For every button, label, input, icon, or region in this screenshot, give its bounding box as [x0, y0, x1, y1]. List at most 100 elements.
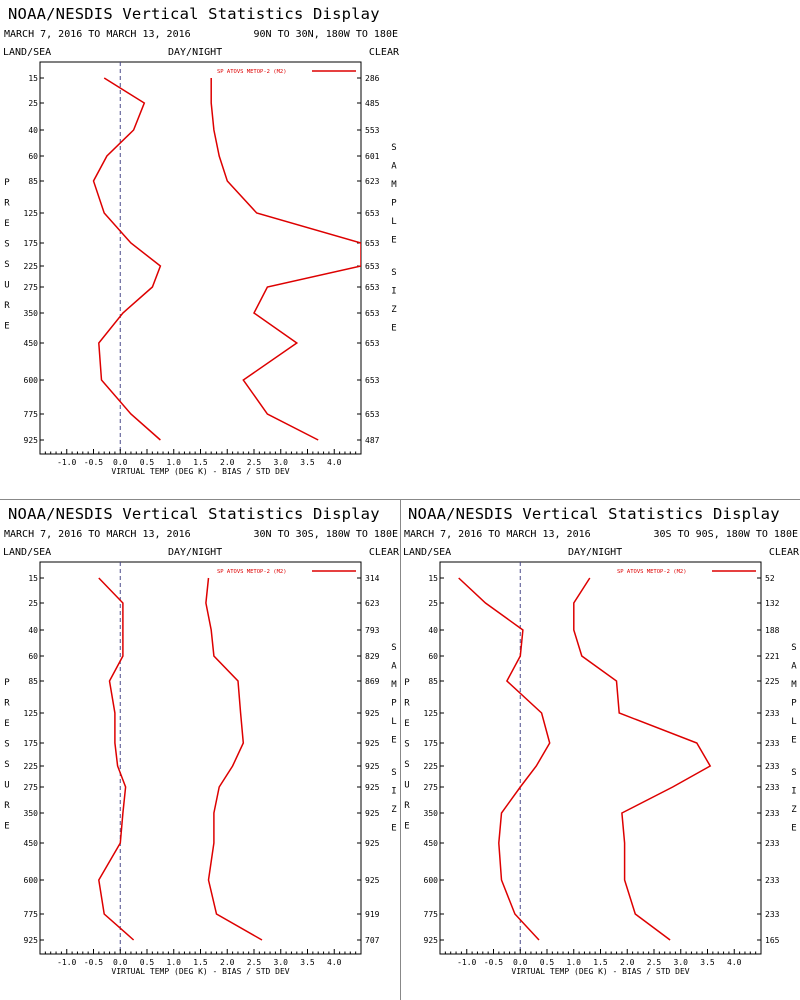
pressure-axis-letter: E	[4, 719, 9, 729]
pressure-axis-letter: R	[4, 699, 10, 709]
sample-size-label: 233	[765, 709, 780, 718]
x-tick-label: 3.5	[300, 958, 315, 967]
pressure-axis-letter: U	[4, 281, 9, 291]
bias-series-line	[92, 77, 162, 441]
x-tick-label: 1.5	[193, 458, 208, 467]
sample-axis-letter: M	[791, 680, 797, 690]
x-tick-label: 4.0	[327, 458, 342, 467]
x-tick-label: 0.5	[140, 958, 155, 967]
pressure-axis-letter: S	[404, 760, 409, 770]
sample-axis-letter: A	[791, 662, 797, 672]
size-axis-letter: S	[391, 768, 396, 778]
pressure-level-label: 350	[24, 809, 39, 818]
sample-size-label: 286	[365, 74, 380, 83]
pressure-level-label: 25	[28, 599, 38, 608]
pressure-axis-letter: P	[4, 678, 10, 688]
sample-axis-letter: P	[391, 699, 397, 709]
pressure-level-label: 40	[428, 626, 438, 635]
pressure-axis-letter: E	[404, 719, 409, 729]
bias-series-line	[458, 577, 551, 941]
x-tick-label: 0.5	[140, 458, 155, 467]
pressure-level-label: 175	[24, 239, 39, 248]
sample-size-label: 653	[365, 262, 380, 271]
sample-size-label: 707	[365, 936, 380, 945]
pressure-level-label: 15	[428, 574, 438, 583]
pressure-level-label: 125	[424, 709, 439, 718]
x-axis-label: VIRTUAL TEMP (DEG K) - BIAS / STD DEV	[111, 467, 289, 476]
pressure-level-label: 85	[28, 177, 38, 186]
sample-axis-letter: P	[791, 699, 797, 709]
pressure-level-label: 350	[24, 309, 39, 318]
pressure-axis-letter: E	[4, 219, 9, 229]
x-tick-label: 0.5	[540, 958, 555, 967]
sample-size-label: 132	[765, 599, 780, 608]
panel-separator-vertical	[400, 500, 401, 1000]
size-axis-letter: I	[791, 787, 796, 797]
profile-chart: -1.0 -0.5 0.0 0.5 1.0 1.5 2.0 2.5 3.0 3.5 4.0 VIRTU…	[4, 61, 397, 476]
pressure-axis-letter: S	[4, 240, 9, 250]
day-night-label: DAY/NIGHT	[568, 547, 623, 558]
pressure-axis-letter: P	[404, 678, 410, 688]
pressure-axis-letter: R	[4, 301, 10, 311]
x-tick-label: -0.5	[84, 958, 103, 967]
pressure-level-label: 60	[28, 152, 38, 161]
sample-size-label: 233	[765, 783, 780, 792]
pressure-axis-letter: R	[404, 801, 410, 811]
size-axis-letter: E	[391, 824, 396, 834]
sample-axis-letter: M	[391, 180, 397, 190]
clear-label: CLEAR	[768, 547, 799, 558]
sample-size-label: 919	[365, 910, 380, 919]
sample-axis-letter: L	[391, 217, 396, 227]
sample-size-label: 487	[365, 436, 380, 445]
sample-size-label: 225	[765, 677, 780, 686]
x-tick-label: 2.0	[220, 958, 235, 967]
pressure-level-label: 275	[24, 783, 39, 792]
sample-size-label: 653	[365, 410, 380, 419]
sample-size-label: 653	[365, 339, 380, 348]
sample-size-label: 829	[365, 652, 380, 661]
pressure-level-label: 450	[24, 839, 39, 848]
pressure-level-label: 15	[28, 574, 38, 583]
pressure-axis-letter: U	[4, 781, 9, 791]
x-tick-label: 2.5	[647, 958, 662, 967]
region-label: 90N TO 30N, 180W TO 180E	[253, 29, 399, 40]
x-tick-label: 2.5	[247, 958, 262, 967]
pressure-level-label: 125	[24, 709, 39, 718]
sample-size-label: 188	[765, 626, 780, 635]
pressure-level-label: 925	[424, 936, 439, 945]
size-axis-letter: Z	[391, 305, 397, 315]
profile-chart: -1.0 -0.5 0.0 0.5 1.0 1.5 2.0 2.5 3.0 3.5 4.0 VIRTU…	[404, 561, 797, 976]
date-range: MARCH 7, 2016 TO MARCH 13, 2016	[404, 529, 591, 540]
sample-axis-letter: E	[391, 236, 396, 246]
sample-axis-letter: P	[391, 199, 397, 209]
sample-size-label: 653	[365, 283, 380, 292]
pressure-axis-letter: R	[4, 801, 10, 811]
pressure-level-label: 175	[424, 739, 439, 748]
size-axis-letter: I	[391, 287, 396, 297]
x-tick-label: 4.0	[727, 958, 742, 967]
x-tick-label: -0.5	[484, 958, 503, 967]
pressure-level-label: 775	[24, 410, 39, 419]
sample-size-label: 623	[365, 599, 380, 608]
x-tick-label: -0.5	[84, 458, 103, 467]
pressure-axis-letter: U	[404, 781, 409, 791]
pressure-level-label: 600	[24, 876, 39, 885]
sample-size-label: 793	[365, 626, 380, 635]
x-tick-label: 3.0	[274, 458, 289, 467]
sample-axis-letter: S	[391, 143, 396, 153]
date-range: MARCH 7, 2016 TO MARCH 13, 2016	[4, 529, 191, 540]
display-title: NOAA/NESDIS Vertical Statistics Display	[8, 505, 380, 523]
sample-axis-letter: L	[791, 717, 796, 727]
x-axis-label: VIRTUAL TEMP (DEG K) - BIAS / STD DEV	[111, 967, 289, 976]
bias-series-line	[98, 577, 135, 941]
land-sea-label: LAND/SEA	[3, 47, 52, 58]
plot-frame	[39, 61, 362, 455]
sample-axis-letter: S	[791, 643, 796, 653]
pressure-level-label: 775	[424, 910, 439, 919]
clear-label: CLEAR	[368, 547, 399, 558]
chart-panel-tropics: NOAA/NESDIS Vertical Statistics Display M…	[0, 500, 400, 1000]
x-tick-label: 4.0	[327, 958, 342, 967]
pressure-axis-letter: E	[4, 322, 9, 332]
pressure-level-label: 40	[28, 626, 38, 635]
std-dev-series-line	[210, 78, 361, 441]
